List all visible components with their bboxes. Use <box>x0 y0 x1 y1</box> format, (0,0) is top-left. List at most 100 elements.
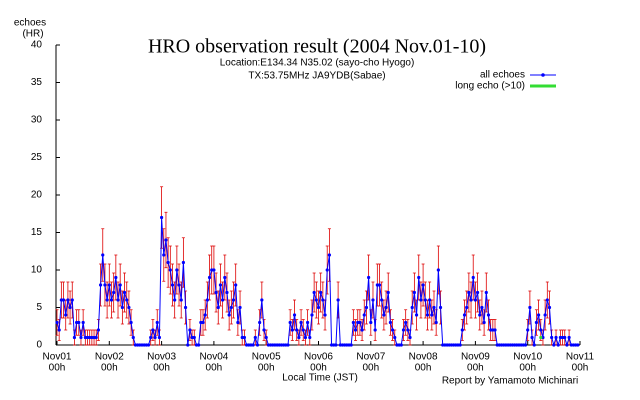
legend-marker <box>541 73 545 77</box>
y-tick-label: 20 <box>31 190 43 201</box>
x-tick-hour: 00h <box>258 363 275 374</box>
data-point <box>303 335 308 340</box>
data-point <box>554 335 558 340</box>
data-point <box>421 283 425 287</box>
y-tick-label: 40 <box>31 40 43 51</box>
data-point <box>181 260 185 265</box>
x-tick-label: Nov05 <box>252 352 281 363</box>
x-tick-hour: 00h <box>572 363 589 374</box>
data-point <box>523 343 528 347</box>
y-tick-label: 35 <box>31 77 43 88</box>
x-axis-label: Local Time (JST) <box>282 373 358 384</box>
data-point <box>364 305 369 310</box>
x-tick-label: Nov09 <box>461 352 490 363</box>
data-point <box>157 335 162 340</box>
data-point <box>430 313 434 317</box>
data-point <box>434 320 438 325</box>
x-tick-hour: 00h <box>49 363 66 374</box>
data-point <box>550 335 554 340</box>
data-point <box>64 313 68 317</box>
data-point <box>484 290 488 295</box>
data-point <box>292 313 297 317</box>
x-tick-hour: 00h <box>415 363 432 374</box>
data-point <box>255 343 260 347</box>
data-point <box>81 320 85 325</box>
data-point <box>66 298 70 302</box>
data-point <box>306 320 310 325</box>
data-point <box>96 328 101 332</box>
data-point <box>414 313 419 317</box>
data-point <box>153 335 157 340</box>
y-axis-label: echoes <box>14 18 46 29</box>
data-point <box>231 298 236 302</box>
x-tick-label: Nov03 <box>147 352 176 363</box>
data-point <box>310 313 314 317</box>
x-tick-label: Nov08 <box>409 352 438 363</box>
data-point <box>225 290 229 295</box>
data-point <box>151 328 155 332</box>
data-point <box>107 283 111 287</box>
data-point <box>563 335 567 340</box>
data-point <box>312 290 316 295</box>
data-point <box>327 253 331 257</box>
data-point <box>539 335 543 340</box>
data-point <box>129 320 133 325</box>
data-point <box>380 298 384 302</box>
data-point <box>301 328 305 332</box>
data-point <box>530 335 534 340</box>
data-point <box>321 298 325 302</box>
data-point <box>556 343 560 347</box>
data-point <box>299 320 303 325</box>
data-point <box>238 305 242 310</box>
x-tick-label: Nov04 <box>199 352 228 363</box>
data-point <box>201 320 205 325</box>
data-point <box>149 335 153 340</box>
data-point <box>360 328 364 332</box>
x-tick-label: Nov02 <box>95 352 124 363</box>
data-point <box>295 328 299 332</box>
x-tick-hour: 00h <box>153 363 170 374</box>
data-point <box>399 343 403 347</box>
data-point <box>103 283 107 287</box>
x-tick-label: Nov01 <box>43 352 72 363</box>
data-point <box>212 268 216 272</box>
data-point <box>183 305 188 310</box>
data-point <box>297 335 301 340</box>
data-point <box>417 275 421 280</box>
y-tick-label: 15 <box>31 227 43 238</box>
data-point <box>125 298 129 302</box>
y-tick-label: 5 <box>36 302 42 313</box>
x-tick-label: Nov06 <box>304 352 333 363</box>
data-point <box>436 268 440 272</box>
data-point <box>565 343 569 347</box>
data-point <box>493 328 497 332</box>
data-point <box>478 313 482 317</box>
x-tick-hour: 00h <box>101 363 118 374</box>
y-tick-label: 30 <box>31 115 43 126</box>
data-point <box>55 320 59 325</box>
data-point <box>458 343 462 347</box>
x-tick-hour: 00h <box>310 363 327 374</box>
data-point <box>547 305 552 310</box>
data-point <box>197 343 201 347</box>
data-point <box>432 305 436 310</box>
data-point <box>286 343 290 347</box>
x-tick-label: Nov10 <box>513 352 542 363</box>
data-point <box>173 298 177 302</box>
subtitle: TX:53.75MHz JA9YDB(Sabae) <box>248 71 385 82</box>
data-point <box>471 275 475 280</box>
data-point <box>528 305 532 310</box>
data-point <box>203 313 207 317</box>
data-point <box>465 305 469 310</box>
data-point <box>419 298 423 302</box>
data-point <box>77 320 81 325</box>
data-point <box>552 343 556 347</box>
data-point <box>251 343 255 347</box>
data-point <box>384 305 388 310</box>
data-point <box>323 313 327 317</box>
data-point <box>428 298 432 302</box>
data-point <box>188 328 192 332</box>
data-point <box>175 268 179 272</box>
data-point <box>166 260 170 265</box>
